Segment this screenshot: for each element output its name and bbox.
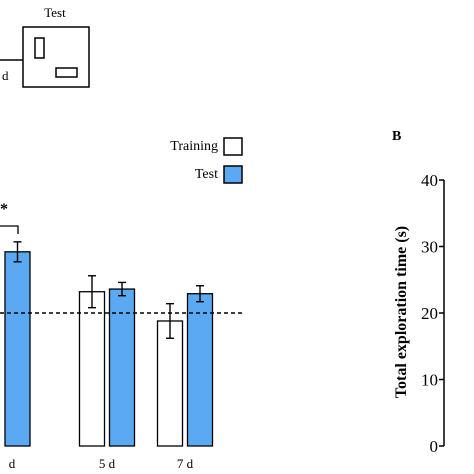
panel-a-bar-chart: d 5 d 7 d * <box>0 201 242 471</box>
panel-b-axis: B Total exploration time (s) 0 10 20 30 40 <box>392 129 445 456</box>
panel-b-y-tick-label-30: 30 <box>421 238 438 257</box>
legend-swatch-test <box>223 165 243 184</box>
test-arena-schematic: Test d <box>0 5 90 88</box>
schematic-delay-label: d <box>2 68 9 83</box>
legend-label-test: Test <box>195 167 218 182</box>
panel-b-y-tick-label-10: 10 <box>421 371 438 390</box>
panel-b-label: B <box>392 129 401 144</box>
bar-training-2 <box>78 291 106 447</box>
panel-b-y-axis-label: Total exploration time (s) <box>393 226 410 398</box>
legend-label-training: Training <box>170 139 218 154</box>
legend: Training Test <box>170 137 243 184</box>
bar-test-2 <box>108 288 136 447</box>
panel-b-y-tick-label-40: 40 <box>421 171 438 190</box>
bar-test-1 <box>4 251 31 447</box>
bar-test-3 <box>186 293 214 447</box>
schematic-test-label: Test <box>44 5 66 20</box>
significance-bracket <box>0 225 19 234</box>
x-tick-label-2: 5 d <box>99 456 116 471</box>
x-tick-label-3: 7 d <box>177 456 194 471</box>
panel-b-y-tick-label-0: 0 <box>430 437 439 456</box>
object-horizontal <box>55 67 78 78</box>
significance-asterisk: * <box>0 201 8 218</box>
bar-training-3 <box>156 320 184 447</box>
test-arena-box <box>22 26 90 88</box>
legend-swatch-training <box>223 137 243 156</box>
object-vertical <box>34 37 45 59</box>
panel-b-y-tick-label-20: 20 <box>421 304 438 323</box>
x-tick-label-1: d <box>9 456 16 471</box>
